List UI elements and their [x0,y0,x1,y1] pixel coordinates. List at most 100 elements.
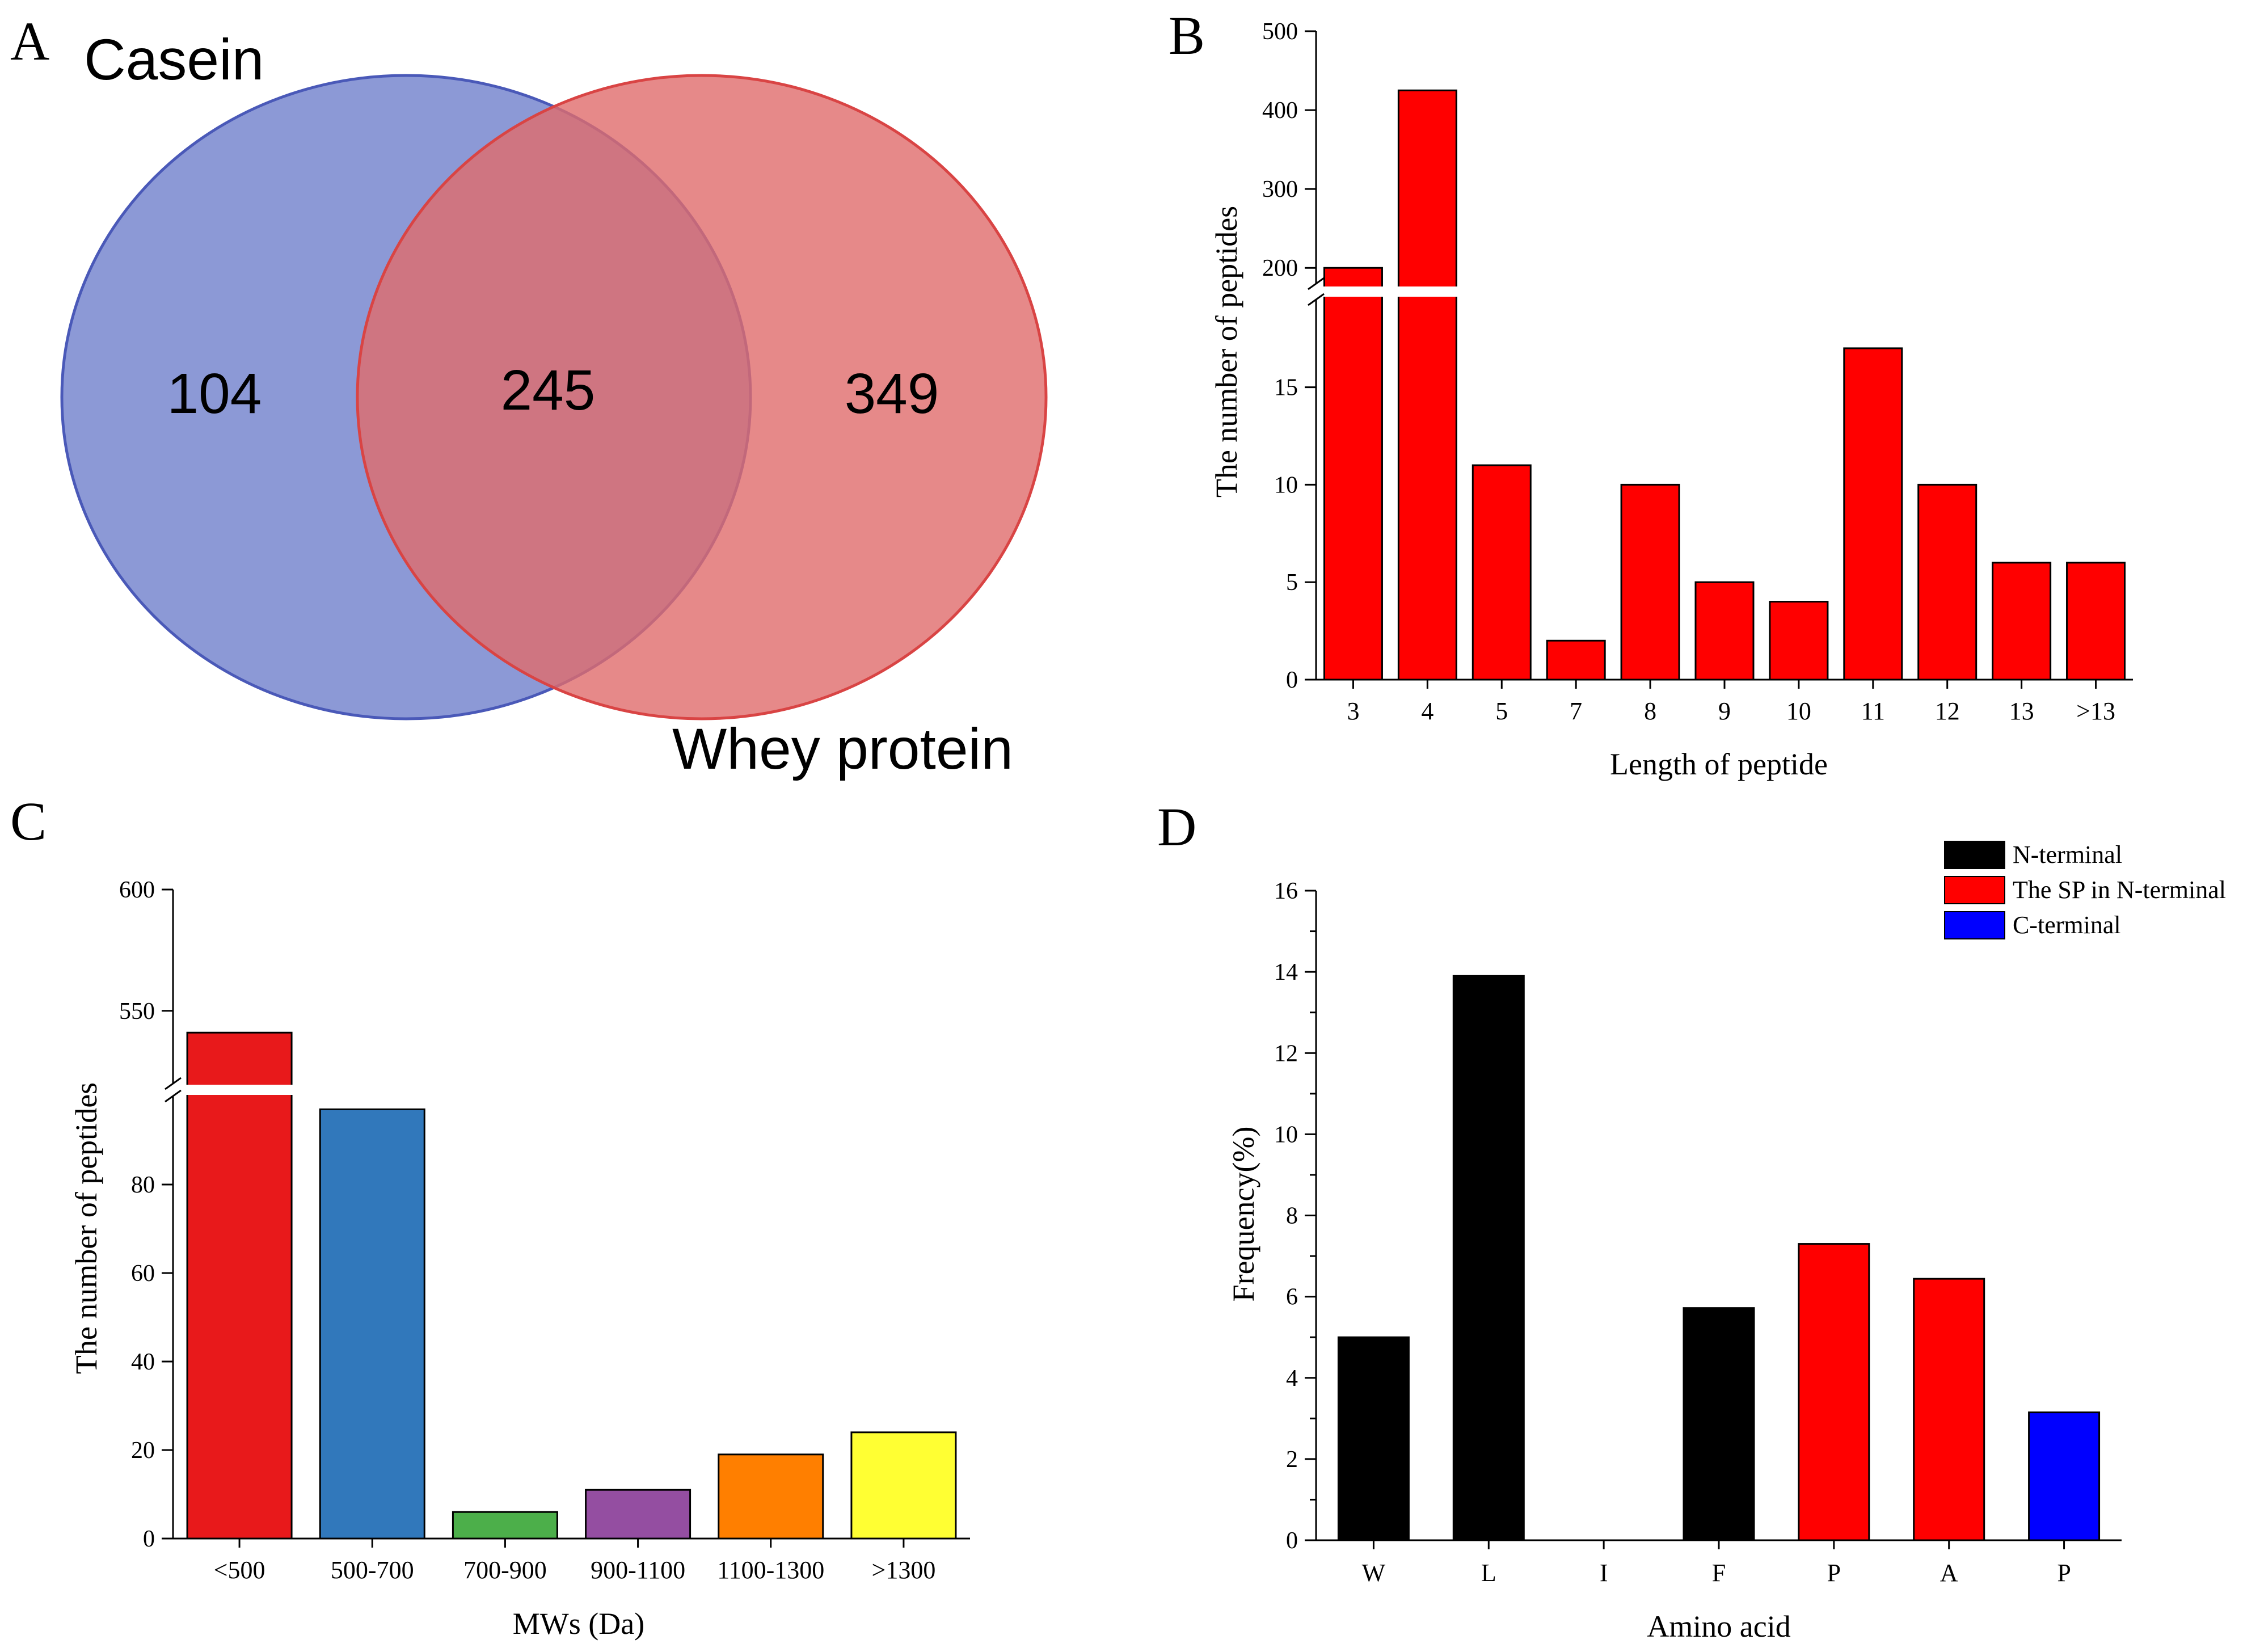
venn-label-whey: Whey protein [672,717,1013,781]
d-legend-swatch-0 [1944,841,2005,869]
d-legend-label-2: C-terminal [2013,911,2121,939]
c-xlabel-0: <500 [214,1556,265,1584]
b-bar-1 [1397,89,1457,681]
d-ytick-label-4: 8 [1286,1203,1298,1229]
b-bar-4 [1620,483,1680,681]
c-ytick-label-upper-1: 600 [119,877,155,903]
d-ytick-label-3: 6 [1286,1284,1298,1310]
b-bar-5 [1694,581,1755,681]
b-bar-7 [1843,347,1903,681]
c-ytick-label-lower-3: 60 [131,1261,155,1287]
b-xlabel-1: 4 [1421,697,1433,725]
d-xlabel-1: L [1481,1559,1496,1587]
b-bar-0 [1323,267,1383,681]
b-xlabel-0: 3 [1347,697,1359,725]
panel-c-axes: <500 500-700 700-900 900-1100 1100-1300 >1300… [119,877,970,1584]
c-bar-5 [850,1431,957,1540]
d-ytick-label-6: 12 [1274,1040,1298,1067]
c-xlabel-2: 700-900 [463,1556,547,1584]
panel-a: A Casein Whey protein 104 245 349 [10,11,1048,781]
panel-d-bars [1337,975,2101,1541]
d-legend-label-0: N-terminal [2013,841,2122,869]
b-break-mark-upper [1308,277,1325,290]
b-ytick-label-lower-0: 0 [1286,667,1298,693]
b-xlabel-5: 9 [1718,697,1731,725]
d-ytick-label-0: 0 [1286,1528,1298,1554]
d-xlabel-0: W [1362,1559,1386,1587]
c-break-mark-upper [165,1077,182,1090]
panel-c-bars [185,1031,957,1540]
panel-b-xlabel: Length of peptide [1610,747,1828,781]
d-xlabel-2: I [1600,1559,1608,1587]
b-bar-8 [1917,483,1977,681]
d-bar-4 [1798,1243,1870,1541]
c-bar-2 [452,1511,558,1540]
panel-b-ylabel: The number of peptides [1209,206,1243,498]
d-xlabel-5: A [1940,1559,1958,1587]
panel-label-b: B [1169,5,1205,66]
d-ytick-label-5: 10 [1274,1122,1298,1148]
c-xlabel-3: 900-1100 [591,1556,685,1584]
venn-count-casein-only: 104 [167,362,262,425]
d-ytick-label-8: 16 [1274,878,1298,904]
c-bar-1 [319,1108,425,1540]
venn-count-intersection: 245 [501,359,596,422]
panel-d-xlabel: Amino acid [1647,1609,1790,1643]
b-bar-break-1 [1396,286,1459,297]
d-bar-1 [1452,975,1525,1541]
panel-label-c: C [10,791,47,852]
b-ytick-label-lower-2: 10 [1274,472,1298,498]
b-xlabel-6: 10 [1786,697,1811,725]
b-break-mark-lower [1308,293,1325,306]
venn-label-casein: Casein [84,27,264,92]
b-ytick-label-upper-3: 500 [1262,19,1298,45]
b-ytick-label-upper-2: 400 [1262,98,1298,124]
c-ytick-label-lower-0: 0 [143,1526,155,1552]
venn-count-whey-only: 349 [845,362,939,425]
b-ytick-label-lower-1: 5 [1286,570,1298,596]
d-bar-5 [1913,1278,1985,1541]
c-bar-break-0 [185,1085,294,1095]
panel-c: C <500 500-700 700-900 900-1100 1100-1300 >13… [10,791,970,1641]
b-bar-3 [1546,639,1606,681]
d-ytick-label-2: 4 [1286,1366,1298,1392]
b-xlabel-9: 13 [2009,697,2034,725]
c-xlabel-4: 1100-1300 [717,1556,824,1584]
venn-circle-whey [356,74,1048,720]
panel-d-ylabel: Frequency(%) [1226,1127,1260,1302]
b-bar-6 [1769,601,1829,681]
panel-b: B 3 4 5 7 8 9 10 11 12 13 >13 0 5 10 15 200 300 400 500 Le… [1169,5,2133,781]
b-xlabel-10: >13 [2076,697,2115,725]
d-legend-swatch-2 [1944,911,2005,939]
b-xlabel-2: 5 [1495,697,1508,725]
b-ytick-label-upper-0: 200 [1262,255,1298,281]
d-xlabel-4: P [1827,1559,1841,1587]
c-ytick-label-lower-4: 80 [131,1172,155,1198]
panel-c-xlabel: MWs (Da) [513,1607,644,1641]
panel-d: D W L I F P A P 0 2 4 6 8 10 12 14 16 N-terminal The SP … [1157,796,2226,1643]
c-xlabel-5: >1300 [872,1556,936,1584]
panel-label-a: A [10,11,49,71]
b-xlabel-8: 12 [1935,697,1960,725]
b-xlabel-7: 11 [1861,697,1885,725]
b-xlabel-3: 7 [1570,697,1582,725]
b-ytick-label-upper-1: 300 [1262,176,1298,203]
d-xlabel-6: P [2057,1559,2071,1587]
c-bar-3 [585,1489,692,1540]
panel-label-d: D [1157,796,1196,857]
c-bar-0 [186,1031,293,1540]
panel-b-bars [1322,89,2126,681]
d-ytick-label-1: 2 [1286,1447,1298,1473]
d-legend-swatch-1 [1944,876,2005,904]
panel-b-axes: 3 4 5 7 8 9 10 11 12 13 >13 0 5 10 15 200 300 400 500 [1262,19,2133,725]
d-ytick-label-7: 14 [1274,959,1298,985]
b-bar-break-0 [1322,286,1385,297]
c-ytick-label-upper-0: 550 [119,998,155,1025]
d-xlabel-3: F [1712,1559,1726,1587]
b-ytick-label-lower-3: 15 [1274,375,1298,401]
d-bar-6 [2028,1411,2101,1541]
d-bar-0 [1337,1336,1410,1541]
panel-d-legend: N-terminal The SP in N-terminal C-terminal [1944,841,2226,939]
c-bar-4 [718,1453,824,1540]
